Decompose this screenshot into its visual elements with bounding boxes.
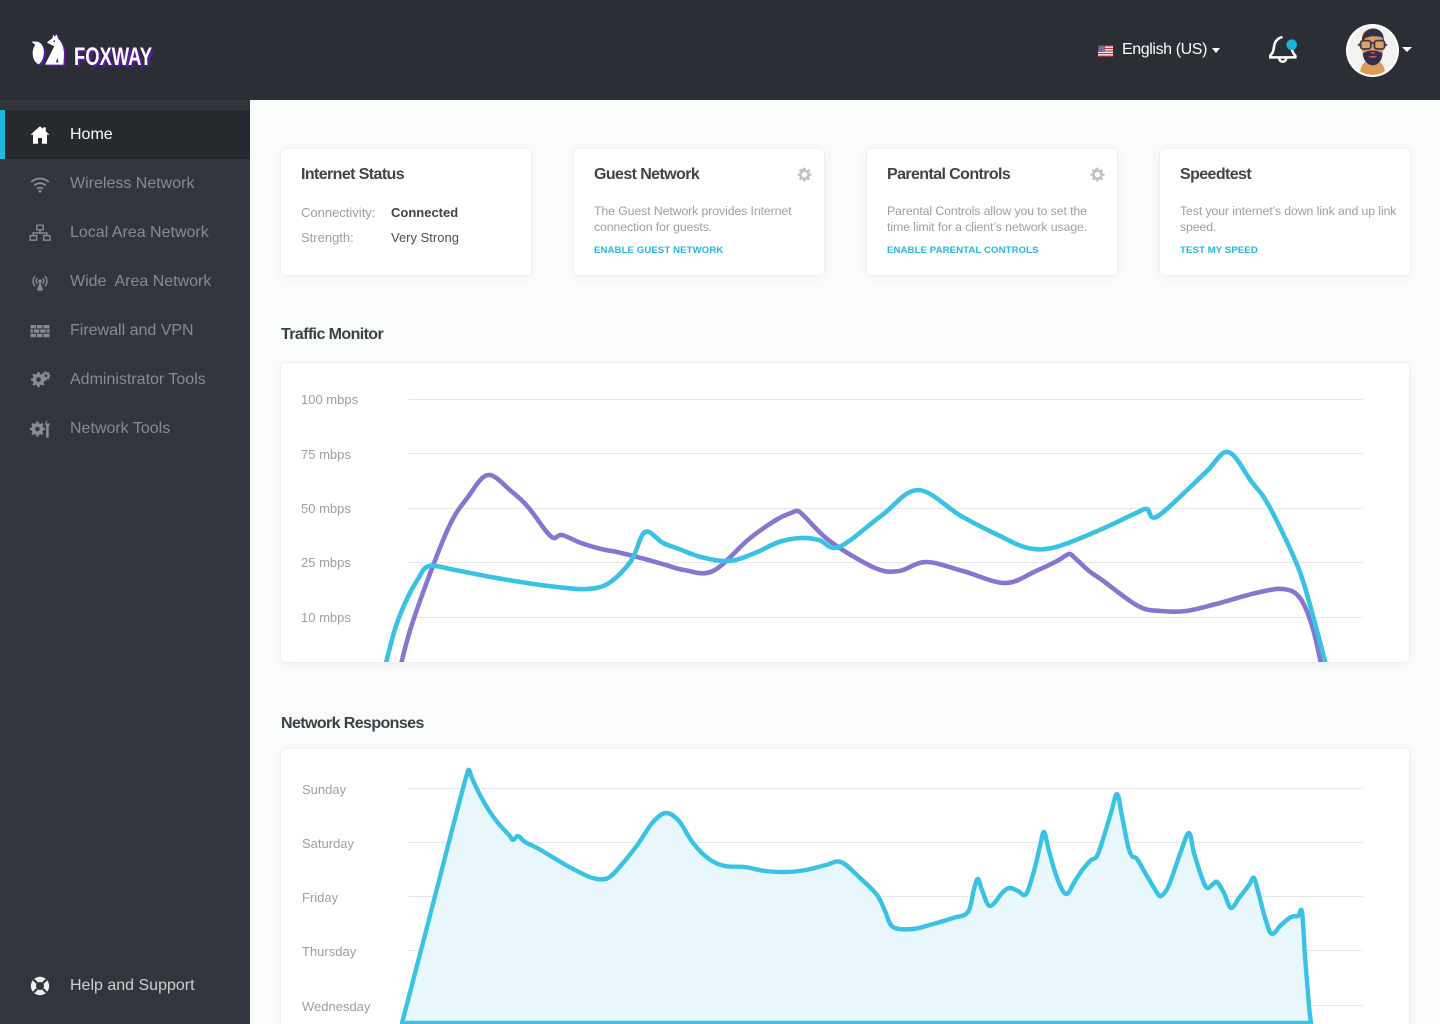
svg-text:FOXWAY: FOXWAY [77,45,155,70]
svg-text:FOXWAY: FOXWAY [74,43,152,70]
